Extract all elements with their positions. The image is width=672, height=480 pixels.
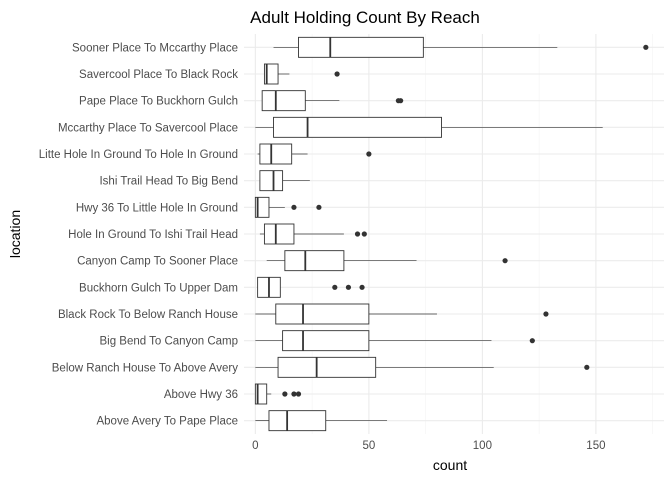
- box-6: [254, 196, 322, 218]
- y-tick-label: Above Hwy 36: [164, 389, 238, 401]
- outlier-point: [529, 338, 535, 344]
- x-tick-labels: 0 50 100 150: [252, 440, 605, 452]
- box-iqr: [275, 303, 370, 325]
- box-12: [255, 356, 590, 378]
- box-2: [261, 90, 404, 112]
- y-tick-label: Hole In Ground To Ishi Trail Head: [68, 229, 238, 241]
- box-7: [259, 223, 367, 245]
- y-tick-label: Buckhorn Gulch To Upper Dam: [79, 282, 238, 294]
- box-iqr: [261, 90, 306, 112]
- box-4: [257, 143, 372, 165]
- outlier-point: [502, 258, 508, 264]
- y-tick-label: Mccarthy Place To Savercool Place: [58, 122, 238, 134]
- outlier-point: [345, 284, 352, 290]
- outlier-point: [291, 391, 297, 397]
- outlier-point: [361, 231, 367, 237]
- y-tick-label: Big Bend To Canyon Camp: [99, 336, 238, 348]
- y-tick-label: Black Rock To Below Ranch House: [58, 309, 238, 321]
- box-0: [273, 36, 649, 58]
- box-iqr: [268, 410, 327, 432]
- x-tick-label: 150: [586, 440, 605, 452]
- box-iqr: [282, 330, 370, 352]
- chart-title: Adult Holding Count By Reach: [250, 8, 480, 27]
- outlier-point: [332, 284, 338, 290]
- box-iqr: [263, 223, 295, 245]
- box-13: [254, 383, 302, 405]
- box-iqr: [254, 196, 270, 218]
- box-iqr: [254, 383, 268, 405]
- box-9: [257, 276, 365, 298]
- boxes: [254, 36, 649, 432]
- box-iqr: [284, 250, 345, 272]
- box-iqr: [263, 63, 279, 85]
- outlier-point: [354, 231, 361, 237]
- outlier-point: [359, 284, 365, 290]
- x-axis-title: count: [433, 457, 467, 473]
- y-tick-label: Sooner Place To Mccarthy Place: [72, 42, 238, 54]
- box-10: [255, 303, 549, 325]
- y-tick-label: Below Ranch House To Above Avery: [52, 362, 238, 374]
- outlier-point: [316, 204, 322, 210]
- box-14: [255, 410, 388, 432]
- box-iqr: [259, 143, 293, 165]
- y-tick-labels: Sooner Place To Mccarthy Place Savercool …: [39, 42, 238, 427]
- box-1: [263, 63, 340, 85]
- box-3: [255, 116, 603, 138]
- box-11: [255, 330, 535, 352]
- box-iqr: [273, 116, 442, 138]
- outlier-point: [291, 204, 297, 210]
- outlier-point: [398, 98, 404, 104]
- box-iqr: [259, 170, 284, 192]
- outlier-point: [643, 44, 649, 50]
- box-iqr: [277, 356, 377, 378]
- outlier-point: [334, 71, 340, 77]
- outlier-point: [282, 391, 288, 397]
- y-tick-label: Hwy 36 To Little Hole In Ground: [76, 202, 238, 214]
- y-tick-label: Canyon Camp To Sooner Place: [77, 256, 238, 268]
- x-tick-label: 0: [252, 440, 258, 452]
- y-axis-title: location: [7, 210, 23, 258]
- y-tick-label: Litte Hole In Ground To Hole In Ground: [39, 149, 238, 161]
- outlier-point: [295, 391, 302, 397]
- box-iqr: [298, 36, 424, 58]
- x-tick-label: 50: [362, 440, 375, 452]
- outlier-point: [543, 311, 549, 317]
- y-tick-label: Savercool Place To Black Rock: [79, 69, 238, 81]
- x-tick-label: 100: [473, 440, 492, 452]
- box-8: [266, 250, 508, 272]
- box-5: [259, 170, 310, 192]
- y-tick-label: Pape Place To Buckhorn Gulch: [79, 96, 238, 108]
- outlier-point: [366, 151, 372, 157]
- y-tick-label: Above Avery To Pape Place: [96, 416, 238, 428]
- y-tick-label: Ishi Trail Head To Big Bend: [99, 176, 238, 188]
- outlier-point: [584, 364, 590, 370]
